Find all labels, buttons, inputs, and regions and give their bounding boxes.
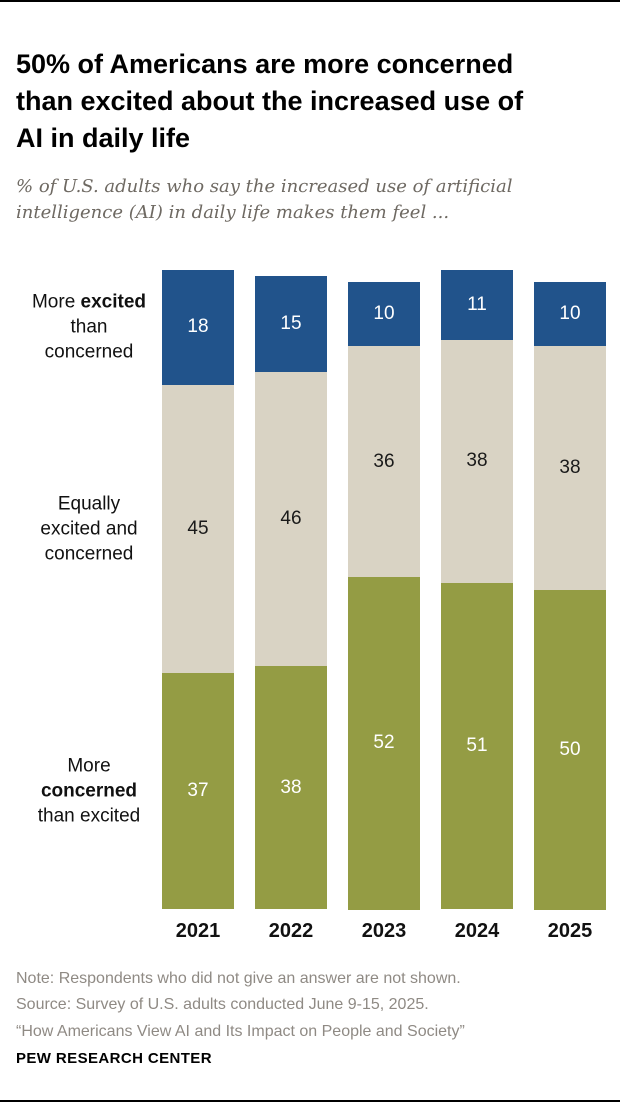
segment-more-concerned-than-excited: 37 — [162, 672, 234, 910]
series-labels-column: More excited than concerned Equally excited … — [16, 265, 162, 910]
segment-value: 15 — [280, 312, 302, 334]
bar-2025: 10 38 50 — [534, 282, 606, 910]
x-axis-label-2023: 2023 — [361, 919, 407, 942]
chart-title-line: AI in daily life — [16, 122, 191, 153]
segment-more-excited-than-concerned: 11 — [441, 269, 513, 340]
brand-wordmark: PEW RESEARCH CENTER — [16, 1049, 212, 1067]
segment-more-excited-than-concerned: 18 — [162, 269, 234, 385]
segment-equally-excited-and-concerned: 38 — [441, 339, 513, 584]
segment-more-excited-than-concerned: 10 — [348, 282, 420, 347]
x-axis-label-2022: 2022 — [268, 919, 314, 942]
segment-more-concerned-than-excited: 51 — [441, 583, 513, 910]
chart-subtitle-line: % of U.S. adults who say the increased u… — [16, 176, 513, 198]
bar-2021: 18 45 37 — [162, 269, 234, 910]
chart-title-line: 50% of Americans are more concerned — [16, 49, 514, 80]
segment-equally-excited-and-concerned: 36 — [348, 346, 420, 577]
series-label-more-excited-than-concerned: More excited than concerned — [31, 291, 147, 363]
segment-value: 10 — [373, 303, 395, 325]
bar-2024: 11 38 51 — [441, 269, 513, 910]
segment-value: 37 — [187, 780, 209, 802]
segment-value: 51 — [466, 735, 488, 757]
segment-value: 45 — [187, 517, 209, 539]
segment-equally-excited-and-concerned: 38 — [534, 346, 606, 590]
segment-value: 52 — [373, 732, 395, 754]
stacked-bar-chart: More excited than concerned Equally excited … — [16, 265, 606, 943]
chart-header: 50% of Americans are more concerned than… — [16, 46, 606, 226]
segment-value: 46 — [280, 508, 302, 530]
segment-more-concerned-than-excited: 50 — [534, 589, 606, 910]
segment-value: 18 — [187, 316, 209, 338]
note-text: Note: Respondents who did not give an an… — [16, 969, 461, 987]
segment-more-concerned-than-excited: 38 — [255, 666, 327, 910]
x-axis-label-2025: 2025 — [547, 919, 593, 942]
segment-more-concerned-than-excited: 52 — [348, 576, 420, 910]
segment-value: 38 — [280, 776, 302, 798]
segment-value: 10 — [559, 303, 581, 325]
bar-2022: 15 46 38 — [255, 275, 327, 910]
x-axis: 2021 2022 2023 2024 2025 — [162, 920, 606, 943]
segment-more-excited-than-concerned: 15 — [255, 275, 327, 372]
chart-subtitle: % of U.S. adults who say the increased u… — [16, 174, 576, 226]
series-label-more-concerned-than-excited: More concerned than excited — [37, 755, 141, 827]
citation-text: “How Americans View AI and Its Impact on… — [16, 1023, 465, 1041]
bar-2023: 10 36 52 — [348, 282, 420, 910]
chart-subtitle-line: intelligence (AI) in daily life makes th… — [16, 202, 450, 224]
segment-value: 11 — [467, 293, 487, 315]
chart-title: 50% of Americans are more concerned than… — [16, 46, 606, 156]
segment-value: 38 — [466, 450, 488, 472]
chart-title-line: than excited about the increased use of — [16, 85, 524, 116]
segment-equally-excited-and-concerned: 46 — [255, 371, 327, 667]
source-text: Source: Survey of U.S. adults conducted … — [16, 996, 429, 1014]
segment-value: 36 — [373, 450, 395, 472]
segment-more-excited-than-concerned: 10 — [534, 282, 606, 347]
x-axis-label-2021: 2021 — [175, 919, 221, 942]
bars-area: 18 45 37 15 46 38 10 36 52 11 38 51 10 38 50 — [162, 265, 606, 910]
segment-equally-excited-and-concerned: 45 — [162, 384, 234, 673]
segment-value: 38 — [559, 456, 581, 478]
segment-value: 50 — [559, 738, 581, 760]
plot-area: 18 45 37 15 46 38 10 36 52 11 38 51 10 38 50 2021 2022 2… — [162, 265, 606, 943]
series-label-equally-excited-and-concerned: Equally excited and concerned — [40, 493, 138, 565]
x-axis-label-2024: 2024 — [454, 919, 500, 942]
chart-footer: Note: Respondents who did not give an an… — [16, 967, 606, 1071]
